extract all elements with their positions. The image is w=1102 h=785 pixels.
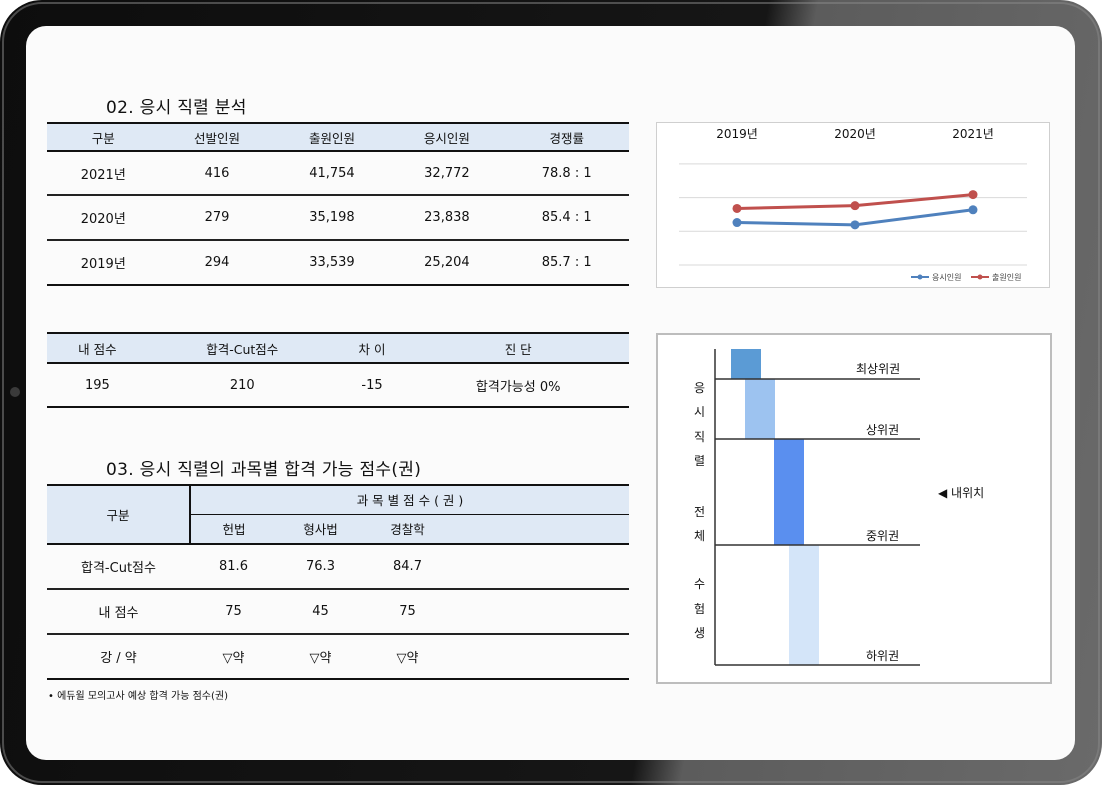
cell: 41,754 xyxy=(309,165,355,181)
camera-icon xyxy=(10,387,20,397)
cell: 279 xyxy=(204,210,230,225)
table-row: 2021년 416 41,754 32,772 78.8 : 1 xyxy=(47,151,629,195)
header-category: 구분 xyxy=(47,123,160,151)
header-my-score: 내 점수 xyxy=(47,333,148,363)
cell: -15 xyxy=(361,377,383,393)
band-bar-upper xyxy=(745,379,775,439)
data-point xyxy=(732,203,742,213)
row-label: 내 점수 xyxy=(98,606,139,621)
data-point xyxy=(732,218,742,228)
vertical-char: 생 xyxy=(694,626,706,640)
applicant-analysis-table: 구분 선발인원 출원인원 응시인원 경쟁률 2021년 416 41,754 3… xyxy=(47,122,629,286)
table-row: 2020년 279 35,198 23,838 85.4 : 1 xyxy=(47,195,629,240)
cell: 85.7 : 1 xyxy=(541,255,592,270)
position-diagram-svg xyxy=(714,349,920,666)
vertical-char: 체 xyxy=(694,529,706,543)
cell: 210 xyxy=(229,377,255,393)
cell: 2020년 xyxy=(80,212,126,227)
cell: 81.6 xyxy=(219,559,248,574)
cell: 75 xyxy=(399,604,416,619)
band-label-upper: 상위권 xyxy=(866,423,900,437)
cell: 416 xyxy=(204,165,230,181)
cell: 25,204 xyxy=(424,255,470,270)
data-point xyxy=(850,201,860,211)
score-diagnosis-table: 내 점수 합격-Cut점수 차 이 진 단 195 210 -15 합격가능성 … xyxy=(47,332,629,408)
band-label-middle: 중위권 xyxy=(866,529,900,543)
header-subject-group: 과 목 별 점 수 ( 권 ) xyxy=(190,485,629,515)
cell: 78.8 : 1 xyxy=(541,165,592,181)
position-diagram: 응 시 직 렬 전 체 수 험 생 최상위권 상위권 중위권 하위권 ◀ 내위치 xyxy=(656,333,1052,684)
band-bar-middle xyxy=(774,439,804,545)
data-point xyxy=(968,205,978,215)
vertical-char: 응 xyxy=(694,381,706,395)
cell: 2021년 xyxy=(80,167,126,183)
cell: 76.3 xyxy=(306,559,335,574)
header-applied: 출원인원 xyxy=(274,123,390,151)
vertical-char: 전 xyxy=(694,505,706,519)
cell: 35,198 xyxy=(309,210,355,225)
header-diagnosis: 진 단 xyxy=(407,333,629,363)
section-title-analysis: 02. 응시 직렬 분석 xyxy=(106,98,247,118)
header-examined: 응시인원 xyxy=(389,123,505,151)
cell: ▽약 xyxy=(309,651,332,666)
footnote: • 에듀윌 모의고사 예상 합격 가능 점수(권) xyxy=(48,691,228,702)
cell: 195 xyxy=(85,377,110,393)
section-title-subjects: 03. 응시 직렬의 과목별 합격 가능 점수(권) xyxy=(106,460,422,480)
table-row: 강 / 약 ▽약 ▽약 ▽약 xyxy=(47,634,629,679)
legend-marker xyxy=(917,274,923,280)
cell: 합격가능성 0% xyxy=(475,379,561,395)
vertical-char: 험 xyxy=(694,602,706,616)
vertical-char: 수 xyxy=(694,577,706,591)
legend-marker xyxy=(977,274,983,280)
table-row: 2019년 294 33,539 25,204 85.7 : 1 xyxy=(47,240,629,285)
cell: 85.4 : 1 xyxy=(541,210,592,225)
cell: ▽약 xyxy=(396,651,419,666)
x-tick-label: 2019년 xyxy=(716,127,758,141)
header-competition: 경쟁률 xyxy=(504,123,629,151)
data-point xyxy=(850,220,860,230)
header-cut-score: 합격-Cut점수 xyxy=(147,333,337,363)
cell: 294 xyxy=(204,255,230,270)
table-row: 195 210 -15 합격가능성 0% xyxy=(47,363,629,407)
cell: 23,838 xyxy=(424,210,470,225)
cell: 75 xyxy=(225,604,242,619)
screen: 02. 응시 직렬 분석 구분 선발인원 출원인원 응시인원 경쟁률 2021년… xyxy=(26,26,1075,760)
header-difference: 차 이 xyxy=(336,333,408,363)
table-row: 내 점수 75 45 75 xyxy=(47,589,629,634)
vertical-char: 시 xyxy=(694,405,706,419)
header-subject: 경찰학 xyxy=(364,514,451,544)
header-category: 구분 xyxy=(47,485,191,545)
cell: 32,772 xyxy=(424,165,470,181)
band-label-top: 최상위권 xyxy=(856,362,901,376)
x-tick-label: 2021년 xyxy=(952,127,994,141)
cell: 33,539 xyxy=(309,255,355,270)
cell: 84.7 xyxy=(393,559,422,574)
legend-label: 출원인원 xyxy=(992,272,1021,282)
header-subject: 헌법 xyxy=(190,514,277,544)
vertical-char: 렬 xyxy=(694,454,706,468)
header-selected: 선발인원 xyxy=(159,123,275,151)
subject-score-table: 구분 과 목 별 점 수 ( 권 ) 헌법 형사법 경찰학 합격-Cut점수 8… xyxy=(47,484,629,680)
row-label: 합격-Cut점수 xyxy=(81,561,156,576)
legend-label: 응시인원 xyxy=(932,272,961,282)
band-label-lower: 하위권 xyxy=(866,649,900,663)
band-bar-lower xyxy=(789,545,819,665)
vertical-char: 직 xyxy=(694,430,706,444)
my-position-marker: ◀ 내위치 xyxy=(938,486,985,500)
x-tick-label: 2020년 xyxy=(834,127,876,141)
table-row: 합격-Cut점수 81.6 76.3 84.7 xyxy=(47,544,629,589)
cell: 2019년 xyxy=(80,257,126,272)
band-bar-top xyxy=(731,349,761,379)
data-point xyxy=(968,190,978,200)
cell: 45 xyxy=(312,604,329,619)
cell: ▽약 xyxy=(222,651,245,666)
row-label: 강 / 약 xyxy=(100,651,137,666)
header-subject: 형사법 xyxy=(277,514,364,544)
